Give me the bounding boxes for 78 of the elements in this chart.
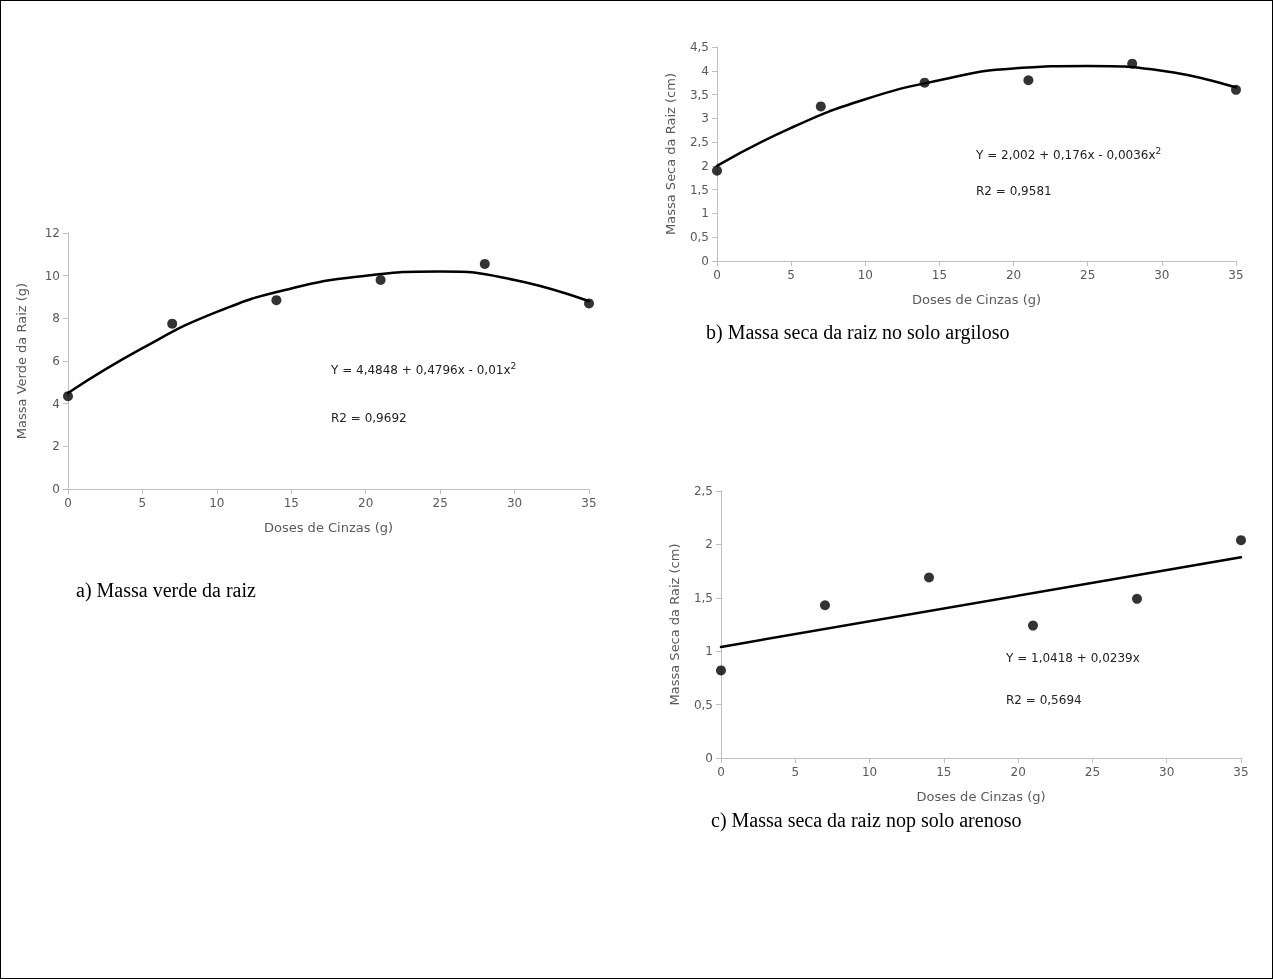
point [167,318,178,329]
annotation: R2 = 0,5694 [1006,693,1082,707]
x-tick-label: 0 [64,496,72,510]
y-axis-title: Massa Verde da Raiz (g) [14,282,29,440]
text: a) Massa verde da raiz [76,579,256,602]
x-tick-label: 15 [936,765,952,779]
y-tick-label: 0 [52,482,60,496]
x-tick-label: 15 [283,496,299,510]
y-tick-label: 0,5 [689,230,709,245]
y-tick-label: 12 [44,226,60,240]
y-tick-label: 3,5 [689,87,709,102]
annotation: R2 = 0,9692 [331,411,407,425]
x-tick-label: 20 [1010,765,1026,779]
x-tick-label: 25 [1084,765,1101,779]
annotation: Y = 4,4848 + 0,4796x - 0,01x$^{2}$ [331,361,517,377]
x-tick-label: 30 [1154,268,1170,282]
y-tick-label: 3 [701,111,709,126]
x-tick-label: 10 [857,268,873,282]
text: b) Massa seca da raiz no solo argiloso [706,321,1010,344]
text: c) Massa seca da raiz nop solo arenoso [711,809,1022,832]
point [375,274,386,285]
x-tick-label: 35 [1233,765,1249,779]
x-tick-label: 20 [1005,268,1022,282]
y-tick-label: 4 [701,63,709,78]
y-tick-label: 2 [52,439,60,454]
point [712,165,722,176]
annotation: R2 = 0,9581 [976,184,1052,198]
x-tick-label: 25 [432,496,448,510]
point [820,600,830,611]
point [1231,84,1241,95]
x-axis-title: Doses de Cinzas (g) [263,520,394,535]
point [1236,535,1246,546]
x-tick-label: 35 [1228,268,1244,282]
y-tick-label: 0 [705,751,713,765]
x-tick-label: 30 [1159,765,1175,779]
annotation: Y = 2,002 + 0,176x - 0,0036x$^{2}$ [976,146,1162,162]
y-tick-label: 6 [52,354,60,368]
x-axis-title: Doses de Cinzas (g) [916,789,1046,804]
y-tick-label: 2 [701,158,709,173]
x-tick-label: 25 [1080,268,1096,282]
point [815,101,826,112]
y-tick-label: 4,5 [689,40,709,54]
point [479,258,490,269]
x-tick-label: 5 [787,268,795,282]
point [1028,620,1038,631]
point [584,298,594,309]
y-tick-label: 0 [701,254,709,268]
x-tick-label: 10 [209,496,225,510]
x-tick-label: 10 [861,765,878,779]
point [1023,75,1034,86]
x-tick-label: 15 [931,268,948,282]
y-tick-label: 2,5 [693,484,713,498]
x-tick-label: 5 [791,765,800,779]
point [924,572,934,583]
point [63,391,73,402]
y-axis-title: Massa Seca da Raiz (cm) [663,73,678,235]
x-tick-label: 20 [358,496,374,510]
y-tick-label: 1 [701,206,709,221]
y-tick-label: 0,5 [693,697,713,712]
y-tick-label: 2,5 [689,135,709,150]
annotation: Y = 1,0418 + 0,0239x [1006,651,1140,665]
y-tick-label: 1 [705,644,713,659]
x-tick-label: 5 [138,496,147,510]
y-tick-label: 1,5 [693,590,713,605]
y-axis-title: Massa Seca da Raiz (cm) [667,543,682,706]
point [919,77,930,88]
point [716,665,726,676]
x-tick-label: 30 [506,496,523,510]
x-tick-label: 35 [581,496,597,510]
point [1127,58,1138,69]
point [1132,593,1142,604]
y-tick-label: 8 [52,311,60,326]
y-tick-label: 2 [705,537,713,552]
y-tick-label: 1,5 [689,182,709,197]
x-tick-label: 0 [717,765,725,779]
y-tick-label: 4 [52,396,60,411]
point [271,295,282,306]
x-axis-title: Doses de Cinzas (g) [911,292,1042,307]
